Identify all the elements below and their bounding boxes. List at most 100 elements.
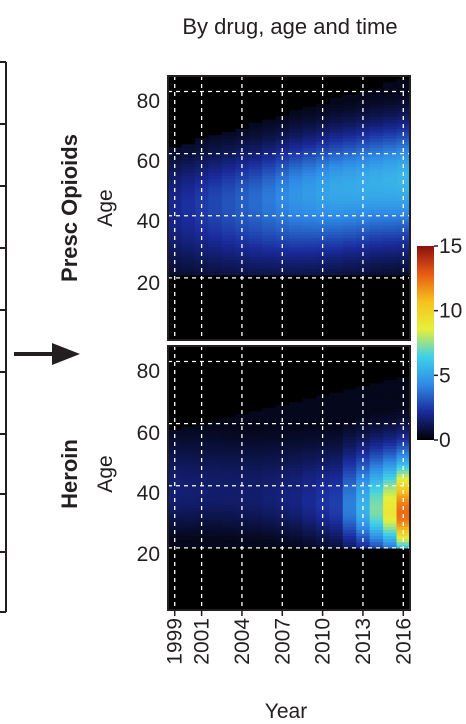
heatmap-cell [302, 150, 317, 155]
heatmap-cell [208, 501, 223, 505]
heatmap-grid [168, 76, 410, 340]
heatmap-cell [208, 423, 223, 428]
heatmap-cell [221, 485, 236, 490]
heatmap-cell [289, 476, 304, 481]
heatmap-cell [275, 429, 290, 434]
heatmap-cell [369, 228, 384, 232]
heatmap-cell [208, 507, 223, 512]
heatmap-cell [315, 479, 330, 484]
heatmap-cell [181, 197, 196, 201]
heatmap-cell [235, 445, 250, 450]
heatmap-cell [221, 501, 236, 505]
heatmap-cell [248, 162, 263, 167]
heatmap-cell [262, 184, 277, 189]
heatmap-cell [248, 253, 263, 257]
heatmap-cell [302, 156, 317, 161]
heatmap-cell [235, 271, 250, 276]
heatmap-cell [369, 501, 384, 505]
heatmap-cell [275, 519, 290, 524]
heatmap-cell [329, 408, 344, 412]
heatmap-cell [396, 175, 411, 180]
heatmap-cell [221, 504, 236, 509]
heatmap-cell [383, 116, 398, 121]
heatmap-cell [315, 175, 330, 180]
heatmap-cell [289, 482, 304, 487]
heatmap-cell [181, 485, 196, 490]
heatmap-cell [262, 271, 277, 276]
heatmap-cell [329, 501, 344, 505]
heatmap-cell [208, 141, 223, 145]
heatmap-cell [369, 212, 384, 217]
heatmap-cell [275, 445, 290, 450]
heatmap-cell [329, 184, 344, 189]
heatmap-cell [396, 194, 411, 198]
heatmap-cell [302, 237, 317, 242]
heatmap-cell [369, 398, 384, 403]
heatmap-cell [369, 225, 384, 229]
heatmap-cell [181, 206, 196, 211]
heatmap-cell [262, 256, 277, 260]
heatmap-cell [289, 246, 304, 251]
heatmap-cell [208, 147, 223, 152]
heatmap-cell [315, 439, 330, 443]
heatmap-cell [302, 253, 317, 257]
heatmap-cell [275, 169, 290, 173]
heatmap-cell [181, 150, 196, 155]
heatmap-cell [329, 411, 344, 415]
heatmap-cell [262, 221, 277, 226]
heatmap-cell [168, 194, 183, 198]
heatmap-cell [383, 389, 398, 394]
heatmap-cell [248, 476, 263, 481]
heatmap-cell [262, 451, 277, 456]
heatmap-cell [383, 386, 398, 391]
heatmap-cell [329, 166, 344, 170]
heatmap-cell [262, 495, 277, 499]
heatmap-cell [315, 190, 330, 195]
heatmap-cell [369, 178, 384, 183]
heatmap-cell [235, 194, 250, 198]
heatmap-cell [369, 166, 384, 170]
heatmap-cell [383, 135, 398, 139]
heatmap-cell [262, 504, 277, 509]
heatmap-cell [383, 138, 398, 142]
heatmap-cell [168, 200, 183, 204]
heatmap-cell [383, 420, 398, 425]
heatmap-cell [194, 256, 209, 260]
heatmap-cell [194, 153, 209, 158]
heatmap-cell [262, 246, 277, 251]
heatmap-cell [396, 470, 411, 474]
heatmap-cell [396, 519, 411, 524]
heatmap-cell [168, 516, 183, 521]
heatmap-cell [369, 159, 384, 164]
heatmap-cell [342, 197, 357, 201]
heatmap-cell [248, 513, 263, 518]
heatmap-cell [289, 454, 304, 459]
heatmap-cell [302, 147, 317, 152]
heatmap-cell [396, 206, 411, 211]
heatmap-cell [181, 144, 196, 149]
heatmap-cell [262, 259, 277, 263]
heatmap-cell [181, 240, 196, 245]
heatmap-cell [302, 228, 317, 232]
heatmap-cell [221, 457, 236, 462]
heatmap-cell [302, 513, 317, 518]
heatmap-cell [302, 200, 317, 204]
heatmap-cell [383, 88, 398, 93]
heatmap-cell [289, 498, 304, 502]
heatmap-cell [383, 451, 398, 456]
heatmap-cell [342, 501, 357, 505]
heatmap-cell [396, 532, 411, 537]
heatmap-cell [248, 234, 263, 239]
heatmap-cell [221, 544, 236, 549]
heatmap-cell [168, 215, 183, 220]
heatmap-cell [262, 526, 277, 530]
heatmap-cell [383, 181, 398, 186]
heatmap-cell [275, 495, 290, 499]
heatmap-cell [302, 159, 317, 164]
heatmap-cell [369, 516, 384, 521]
heatmap-cell [248, 225, 263, 229]
heatmap-cell [221, 423, 236, 428]
heatmap-cell [396, 138, 411, 142]
heatmap-cell [208, 464, 223, 468]
heatmap-cell [208, 473, 223, 478]
